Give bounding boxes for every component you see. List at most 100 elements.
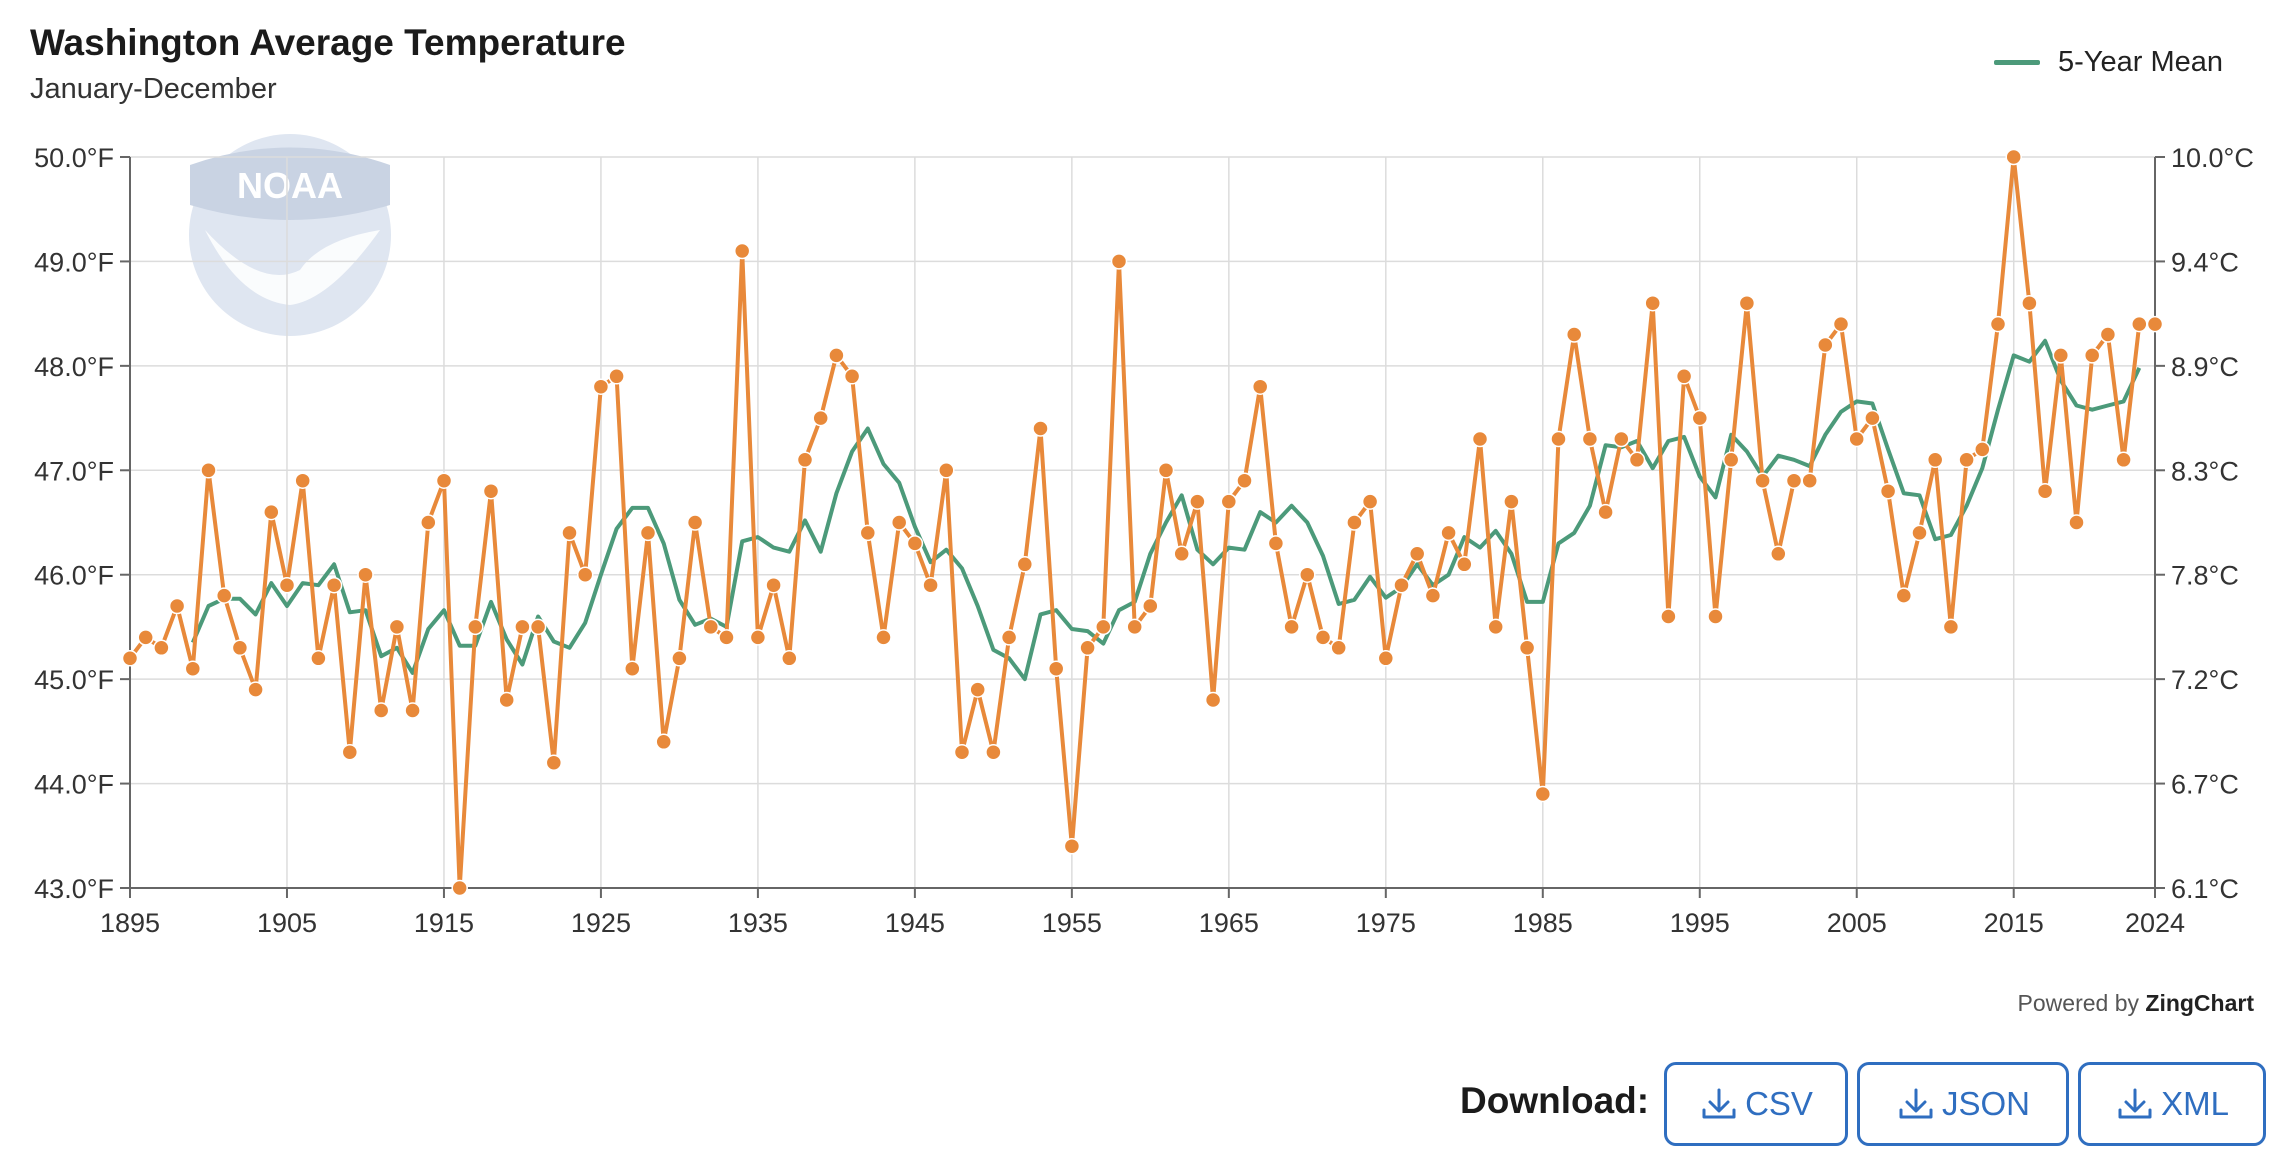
temperature-point[interactable] xyxy=(702,618,720,636)
temperature-point[interactable] xyxy=(341,743,359,761)
temperature-point[interactable] xyxy=(953,743,971,761)
temperature-point[interactable] xyxy=(420,514,437,531)
temperature-point[interactable] xyxy=(1989,315,2007,333)
temperature-point[interactable] xyxy=(733,242,751,260)
temperature-point[interactable] xyxy=(1424,587,1442,604)
temperature-point[interactable] xyxy=(294,472,311,489)
temperature-point[interactable] xyxy=(1817,336,1834,354)
temperature-point[interactable] xyxy=(215,587,233,604)
temperature-point[interactable] xyxy=(1173,545,1190,563)
temperature-point[interactable] xyxy=(1016,556,1034,573)
temperature-point[interactable] xyxy=(1236,472,1253,489)
temperature-point[interactable] xyxy=(2131,315,2148,333)
temperature-point[interactable] xyxy=(168,597,186,615)
temperature-point[interactable] xyxy=(1832,315,1850,333)
temperature-point[interactable] xyxy=(404,702,421,719)
temperature-point[interactable] xyxy=(671,650,688,667)
temperature-point[interactable] xyxy=(137,629,154,646)
temperature-point[interactable] xyxy=(231,639,249,657)
temperature-point[interactable] xyxy=(2115,451,2132,469)
temperature-point[interactable] xyxy=(1974,441,1991,458)
temperature-point[interactable] xyxy=(388,618,406,636)
temperature-point[interactable] xyxy=(969,681,986,698)
temperature-point[interactable] xyxy=(624,660,641,677)
temperature-point[interactable] xyxy=(875,629,892,646)
temperature-point[interactable] xyxy=(1220,493,1238,510)
temperature-point[interactable] xyxy=(247,681,264,698)
temperature-point[interactable] xyxy=(2005,148,2022,166)
temperature-point[interactable] xyxy=(1032,420,1049,437)
temperature-point[interactable] xyxy=(1251,378,1269,395)
temperature-point[interactable] xyxy=(2036,482,2054,500)
temperature-point[interactable] xyxy=(1000,629,1018,646)
temperature-point[interactable] xyxy=(1754,472,1771,489)
temperature-point[interactable] xyxy=(639,524,657,542)
temperature-point[interactable] xyxy=(1393,576,1410,594)
temperature-point[interactable] xyxy=(1848,430,1865,448)
temperature-point[interactable] xyxy=(812,409,829,427)
temperature-point[interactable] xyxy=(1628,451,1646,469)
temperature-point[interactable] xyxy=(1738,294,1756,312)
temperature-point[interactable] xyxy=(906,535,924,552)
temperature-point[interactable] xyxy=(2021,294,2038,312)
temperature-point[interactable] xyxy=(686,514,704,531)
temperature-point[interactable] xyxy=(435,472,453,489)
temperature-point[interactable] xyxy=(2146,315,2164,333)
temperature-point[interactable] xyxy=(1110,253,1128,270)
temperature-point[interactable] xyxy=(1691,409,1709,427)
temperature-point[interactable] xyxy=(153,639,170,657)
temperature-point[interactable] xyxy=(2068,514,2085,531)
temperature-point[interactable] xyxy=(1456,556,1473,573)
temperature-point[interactable] xyxy=(1299,566,1316,583)
temperature-point[interactable] xyxy=(1408,545,1426,563)
temperature-point[interactable] xyxy=(2083,347,2101,364)
temperature-point[interactable] xyxy=(1361,493,1379,510)
temperature-point[interactable] xyxy=(1283,618,1300,636)
temperature-point[interactable] xyxy=(2052,347,2070,364)
temperature-point[interactable] xyxy=(1204,691,1222,709)
temperature-point[interactable] xyxy=(1377,650,1395,667)
temperature-point[interactable] xyxy=(1722,451,1740,469)
temperature-point[interactable] xyxy=(529,618,547,636)
temperature-point[interactable] xyxy=(310,650,327,667)
temperature-point[interactable] xyxy=(1518,639,1536,657)
temperature-point[interactable] xyxy=(796,451,814,469)
temperature-point[interactable] xyxy=(1503,493,1520,510)
temperature-point[interactable] xyxy=(938,462,955,479)
temperature-point[interactable] xyxy=(278,576,296,594)
download-csv-button[interactable]: CSV xyxy=(1664,1062,1848,1146)
temperature-point[interactable] xyxy=(1314,629,1332,646)
temperature-point[interactable] xyxy=(1895,587,1913,604)
temperature-point[interactable] xyxy=(1330,639,1347,657)
temperature-point[interactable] xyxy=(1346,514,1363,531)
temperature-point[interactable] xyxy=(1707,608,1724,625)
download-xml-button[interactable]: XML xyxy=(2078,1062,2266,1146)
temperature-point[interactable] xyxy=(1644,294,1661,312)
temperature-point[interactable] xyxy=(325,576,343,594)
temperature-point[interactable] xyxy=(1157,462,1175,479)
temperature-point[interactable] xyxy=(781,650,798,667)
temperature-point[interactable] xyxy=(482,482,500,500)
temperature-point[interactable] xyxy=(655,733,672,751)
temperature-point[interactable] xyxy=(1675,368,1693,385)
temperature-point[interactable] xyxy=(1063,837,1081,855)
temperature-point[interactable] xyxy=(1095,618,1112,636)
temperature-point[interactable] xyxy=(451,879,468,897)
temperature-point[interactable] xyxy=(1942,618,1960,636)
temperature-point[interactable] xyxy=(828,347,845,364)
temperature-point[interactable] xyxy=(765,576,782,594)
temperature-point[interactable] xyxy=(890,514,908,531)
temperature-point[interactable] xyxy=(1189,493,1206,510)
temperature-point[interactable] xyxy=(263,503,280,521)
temperature-point[interactable] xyxy=(1911,524,1928,542)
temperature-point[interactable] xyxy=(1926,451,1944,469)
powered-by[interactable]: Powered by ZingChart xyxy=(2018,990,2254,1017)
temperature-point[interactable] xyxy=(467,618,484,636)
temperature-point[interactable] xyxy=(1770,545,1787,563)
temperature-point[interactable] xyxy=(1079,639,1096,657)
temperature-point[interactable] xyxy=(121,650,139,667)
legend[interactable]: 5-Year Mean xyxy=(1994,46,2223,79)
temperature-point[interactable] xyxy=(1440,524,1457,542)
temperature-point[interactable] xyxy=(1785,472,1803,489)
temperature-point[interactable] xyxy=(843,368,861,385)
